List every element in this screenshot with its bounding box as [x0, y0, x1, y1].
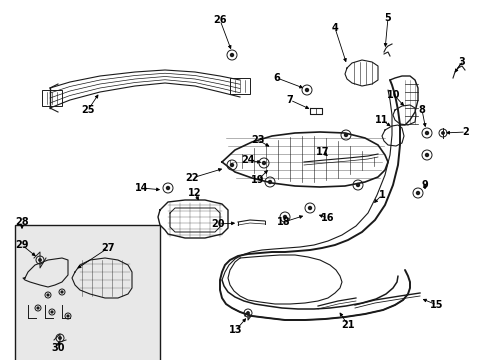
- Text: 13: 13: [229, 325, 242, 335]
- Circle shape: [308, 207, 311, 210]
- Circle shape: [356, 184, 359, 186]
- Circle shape: [230, 163, 233, 166]
- Text: 22: 22: [185, 173, 198, 183]
- FancyBboxPatch shape: [15, 225, 160, 360]
- Text: 1: 1: [378, 190, 385, 200]
- Text: 25: 25: [81, 105, 95, 115]
- Text: 9: 9: [421, 180, 427, 190]
- Text: 20: 20: [211, 219, 224, 229]
- Circle shape: [246, 312, 249, 314]
- Circle shape: [47, 294, 49, 296]
- Circle shape: [268, 180, 271, 184]
- Text: 24: 24: [241, 155, 254, 165]
- Text: 19: 19: [251, 175, 264, 185]
- Circle shape: [51, 311, 53, 313]
- Circle shape: [305, 89, 308, 91]
- Text: 14: 14: [135, 183, 148, 193]
- Text: 28: 28: [15, 217, 29, 227]
- Circle shape: [425, 153, 427, 157]
- Text: 29: 29: [15, 240, 29, 250]
- Circle shape: [39, 259, 41, 261]
- Circle shape: [166, 186, 169, 189]
- Circle shape: [262, 162, 265, 165]
- Circle shape: [67, 315, 69, 317]
- Text: 15: 15: [429, 300, 443, 310]
- Circle shape: [425, 131, 427, 135]
- Bar: [42, 90, 62, 106]
- Circle shape: [230, 54, 233, 57]
- Text: 8: 8: [418, 105, 425, 115]
- Circle shape: [344, 134, 347, 136]
- Text: 30: 30: [51, 343, 64, 353]
- Text: 10: 10: [386, 90, 400, 100]
- Text: 2: 2: [462, 127, 468, 137]
- Text: 4: 4: [331, 23, 338, 33]
- Circle shape: [61, 291, 63, 293]
- Text: 3: 3: [458, 57, 465, 67]
- Circle shape: [59, 337, 61, 339]
- Text: 23: 23: [251, 135, 264, 145]
- Text: 12: 12: [188, 188, 202, 198]
- Text: 6: 6: [273, 73, 280, 83]
- Circle shape: [37, 307, 39, 309]
- Text: 21: 21: [341, 320, 354, 330]
- Text: 17: 17: [316, 147, 329, 157]
- Circle shape: [416, 192, 419, 194]
- Circle shape: [283, 216, 286, 219]
- Bar: [229, 78, 249, 94]
- Text: 7: 7: [286, 95, 293, 105]
- Text: 18: 18: [277, 217, 290, 227]
- Text: 5: 5: [384, 13, 390, 23]
- Text: 26: 26: [213, 15, 226, 25]
- Text: 27: 27: [101, 243, 115, 253]
- Text: 16: 16: [321, 213, 334, 223]
- Circle shape: [441, 132, 443, 134]
- Text: 11: 11: [374, 115, 388, 125]
